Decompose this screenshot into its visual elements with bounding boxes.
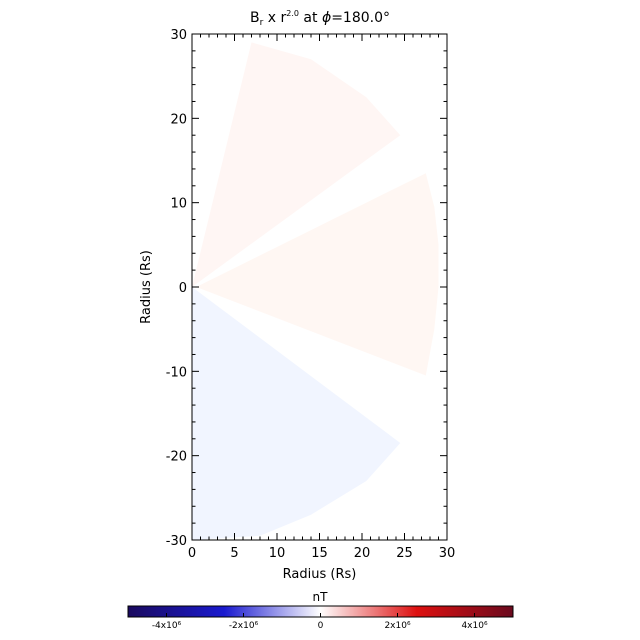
region-north-sector bbox=[192, 42, 401, 288]
colorbar-tick-label: -4x10⁶ bbox=[152, 621, 182, 631]
colorbar-tick-label: -2x10⁶ bbox=[229, 621, 259, 631]
y-axis-label: Radius (Rs) bbox=[139, 250, 154, 324]
x-axis: 0 5 10 15 20 25 30 bbox=[188, 34, 455, 561]
colorbar-label: nT bbox=[313, 590, 329, 604]
x-tick-label: 20 bbox=[354, 546, 371, 561]
x-tick-label: 30 bbox=[439, 546, 456, 561]
colorbar-tick-label: 0 bbox=[318, 621, 324, 631]
x-axis-label: Radius (Rs) bbox=[283, 567, 357, 582]
y-tick-label: 10 bbox=[170, 197, 187, 212]
x-tick-label: 25 bbox=[396, 546, 413, 561]
colorbar-ticks: -4x10⁶ -2x10⁶ 0 2x10⁶ 4x10⁶ bbox=[152, 613, 488, 631]
x-tick-label: 15 bbox=[311, 546, 328, 561]
region-south-sector bbox=[192, 287, 401, 540]
field-regions bbox=[192, 42, 439, 540]
region-equatorial-sector bbox=[196, 173, 439, 376]
y-tick-label: 0 bbox=[179, 281, 187, 296]
y-tick-label: 20 bbox=[170, 112, 187, 127]
y-tick-label: -30 bbox=[166, 534, 187, 549]
colorbar-tick-label: 2x10⁶ bbox=[384, 621, 411, 631]
x-tick-label: 0 bbox=[188, 546, 196, 561]
y-axis: 30 20 10 0 -10 -20 -30 bbox=[166, 28, 447, 549]
x-tick-label: 10 bbox=[269, 546, 286, 561]
x-tick-label: 5 bbox=[230, 546, 238, 561]
y-tick-label: 30 bbox=[170, 28, 187, 43]
y-tick-label: -10 bbox=[166, 365, 187, 380]
chart-title: Br x r2.0 at ϕ=180.0° bbox=[250, 9, 390, 28]
colorbar-tick-label: 4x10⁶ bbox=[461, 621, 488, 631]
y-tick-label: -20 bbox=[166, 450, 187, 465]
